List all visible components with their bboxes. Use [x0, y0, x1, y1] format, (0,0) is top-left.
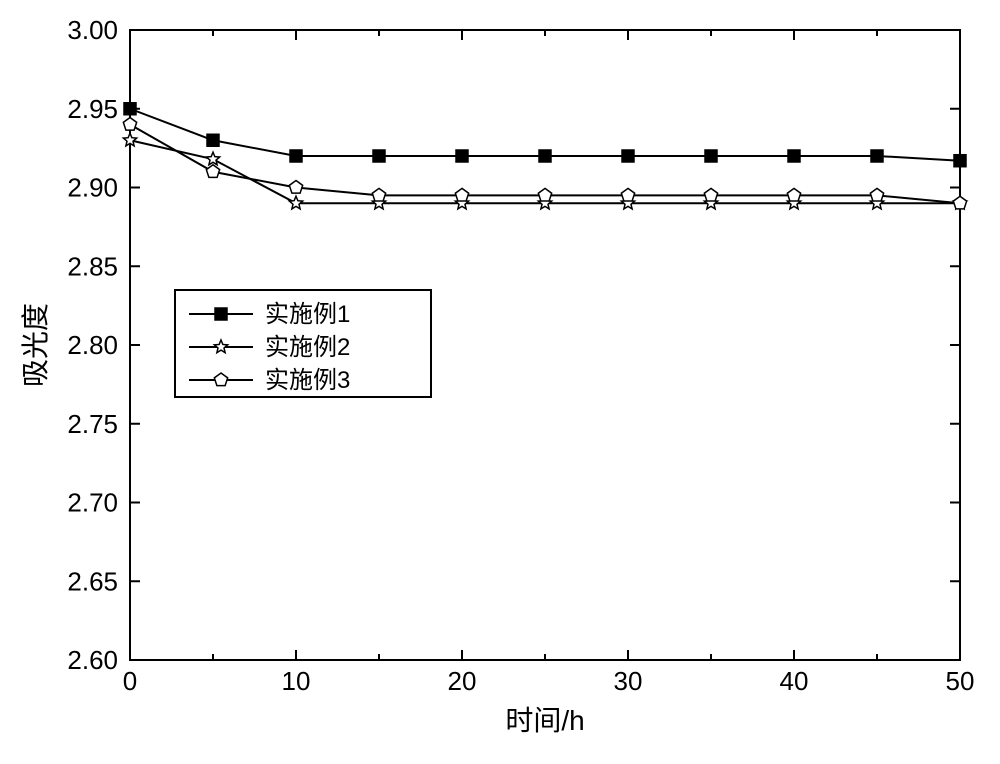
svg-text:30: 30	[614, 666, 643, 696]
svg-text:50: 50	[946, 666, 975, 696]
svg-text:2.60: 2.60	[67, 645, 118, 675]
svg-text:吸光度: 吸光度	[20, 303, 51, 387]
svg-text:2.80: 2.80	[67, 330, 118, 360]
legend-item-label: 实施例2	[265, 334, 350, 361]
legend: 实施例1 实施例2 实施例3	[175, 290, 431, 397]
svg-text:2.95: 2.95	[67, 94, 118, 124]
series-1	[124, 103, 966, 167]
legend-item-label: 实施例1	[265, 301, 350, 328]
svg-text:2.75: 2.75	[67, 409, 118, 439]
svg-text:40: 40	[780, 666, 809, 696]
svg-text:3.00: 3.00	[67, 15, 118, 45]
svg-text:2.85: 2.85	[67, 251, 118, 281]
line-chart: 0 10 20 30 40 50 2.60 2.65 2.70 2.75 2.80 2.85 2.90 2…	[0, 0, 1000, 764]
series-3	[123, 118, 966, 209]
svg-text:10: 10	[282, 666, 311, 696]
svg-text:0: 0	[123, 666, 137, 696]
svg-text:20: 20	[448, 666, 477, 696]
legend-item-label: 实施例3	[265, 367, 350, 394]
svg-text:2.90: 2.90	[67, 173, 118, 203]
svg-text:时间/h: 时间/h	[505, 705, 584, 736]
svg-text:2.65: 2.65	[67, 566, 118, 596]
svg-text:2.70: 2.70	[67, 488, 118, 518]
chart-container: 0 10 20 30 40 50 2.60 2.65 2.70 2.75 2.80 2.85 2.90 2…	[0, 0, 1000, 764]
